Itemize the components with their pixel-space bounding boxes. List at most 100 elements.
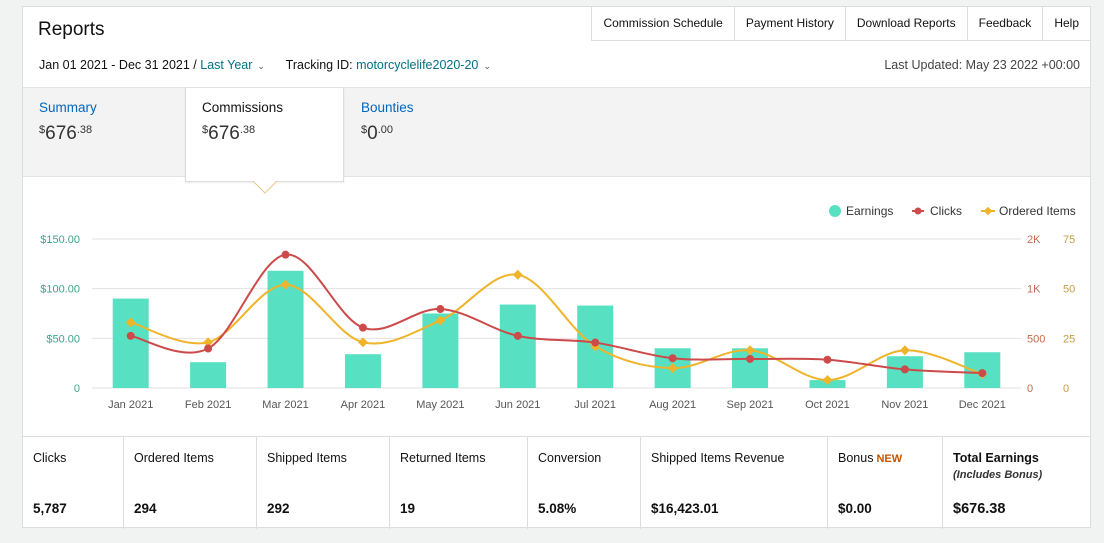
legend-clicks-icon bbox=[914, 207, 922, 215]
stat-ordered-items: Ordered Items 294 bbox=[124, 437, 257, 529]
clicks-point bbox=[126, 331, 135, 340]
legend-earnings-label: Earnings bbox=[846, 204, 893, 218]
tab-summary-amount: $676.38 bbox=[39, 123, 93, 144]
x-tick-label: Feb 2021 bbox=[185, 399, 231, 411]
x-tick-label: Jun 2021 bbox=[495, 399, 540, 411]
tab-pointer-icon bbox=[252, 180, 278, 194]
stat-shipped-revenue: Shipped Items Revenue $16,423.01 bbox=[641, 437, 828, 529]
stat-shipped-items: Shipped Items 292 bbox=[257, 437, 390, 529]
y-left-tick-label: $150.00 bbox=[40, 234, 80, 246]
y-left-tick-label: $50.00 bbox=[46, 333, 80, 345]
tab-bounties-label: Bounties bbox=[361, 100, 414, 115]
clicks-point bbox=[823, 355, 832, 364]
stat-bonus: Bonus NEW $0.00 bbox=[828, 437, 943, 529]
x-tick-label: Sep 2021 bbox=[726, 399, 773, 411]
stat-clicks: Clicks 5,787 bbox=[23, 437, 124, 529]
ordered-items-point bbox=[203, 337, 214, 348]
clicks-point bbox=[436, 305, 445, 314]
tab-bounties[interactable]: Bounties $0.00 bbox=[345, 88, 505, 178]
clicks-point bbox=[204, 344, 213, 353]
x-tick-label: Nov 2021 bbox=[881, 399, 928, 411]
stat-returned-items: Returned Items 19 bbox=[390, 437, 528, 529]
tab-summary[interactable]: Summary $676.38 bbox=[23, 88, 185, 178]
reports-card: Reports Commission Schedule Payment Hist… bbox=[22, 6, 1091, 529]
stat-returned-items-label: Returned Items bbox=[400, 451, 486, 465]
x-tick-label: May 2021 bbox=[416, 399, 464, 411]
legend-ordered-icon bbox=[983, 206, 993, 216]
feedback-button[interactable]: Feedback bbox=[966, 7, 1043, 41]
x-tick-label: Jan 2021 bbox=[108, 399, 153, 411]
earnings-bar bbox=[267, 270, 304, 388]
stat-clicks-value: 5,787 bbox=[33, 501, 67, 516]
period-label: Last Year bbox=[200, 58, 253, 72]
clicks-point bbox=[513, 331, 522, 340]
stat-total-earnings-label: Total Earnings bbox=[953, 451, 1039, 465]
stat-ordered-items-value: 294 bbox=[134, 501, 157, 516]
y-right-clicks-tick-label: 2K bbox=[1027, 234, 1041, 246]
clicks-point bbox=[591, 338, 600, 347]
y-right-ordered-tick-label: 50 bbox=[1063, 284, 1075, 296]
ordered-items-point bbox=[822, 375, 833, 386]
stat-clicks-label: Clicks bbox=[33, 451, 67, 465]
clicks-point bbox=[668, 354, 677, 363]
legend-ordered-label: Ordered Items bbox=[999, 204, 1076, 218]
stat-total-earnings: Total Earnings (Includes Bonus) $676.38 bbox=[943, 437, 1090, 529]
payment-history-button[interactable]: Payment History bbox=[733, 7, 845, 41]
earnings-chart: 0 $50.00 $100.00 $150.00 0 500 1K 2K 0 25 50 75 Jan … bbox=[40, 180, 1076, 411]
y-left-tick-label: $100.00 bbox=[40, 284, 80, 296]
stat-conversion-label: Conversion bbox=[538, 451, 602, 465]
x-tick-label: Oct 2021 bbox=[805, 399, 850, 411]
tab-commissions[interactable]: Commissions $676.38 bbox=[185, 88, 344, 182]
y-right-ordered-tick-label: 25 bbox=[1063, 333, 1075, 345]
legend-clicks-label: Clicks bbox=[930, 204, 962, 218]
last-updated: Last Updated: May 23 2022 +00:00 bbox=[884, 58, 1080, 72]
tab-bounties-amount: $0.00 bbox=[361, 123, 393, 144]
tracking-id-dropdown[interactable]: motorcyclelife2020-20 ⌄ bbox=[356, 58, 491, 72]
legend-earnings-icon bbox=[829, 205, 841, 217]
new-badge: NEW bbox=[876, 453, 903, 465]
ordered-items-line bbox=[130, 273, 983, 382]
date-range: Jan 01 2021 - Dec 31 2021 / bbox=[39, 58, 197, 72]
ordered-items-point bbox=[512, 269, 523, 280]
y-left-tick-label: 0 bbox=[74, 383, 80, 395]
y-right-ordered-tick-label: 0 bbox=[1063, 383, 1069, 395]
chevron-down-icon: ⌄ bbox=[483, 61, 491, 71]
earnings-bar bbox=[344, 354, 381, 388]
commission-schedule-button[interactable]: Commission Schedule bbox=[591, 7, 734, 41]
y-right-clicks-tick-label: 1K bbox=[1027, 284, 1041, 296]
earnings-bar bbox=[190, 362, 227, 388]
stat-conversion-value: 5.08% bbox=[538, 501, 577, 516]
stats-bar: Clicks 5,787 Ordered Items 294 Shipped I… bbox=[23, 436, 1090, 529]
x-tick-label: Dec 2021 bbox=[959, 399, 1006, 411]
stat-bonus-value: $0.00 bbox=[838, 501, 872, 516]
clicks-point bbox=[900, 365, 909, 374]
ordered-items-point bbox=[358, 337, 368, 348]
earnings-bar bbox=[499, 304, 536, 388]
help-button[interactable]: Help bbox=[1042, 7, 1090, 41]
stat-total-earnings-value: $676.38 bbox=[953, 501, 1006, 517]
stat-shipped-revenue-value: $16,423.01 bbox=[651, 501, 719, 516]
chevron-down-icon: ⌄ bbox=[257, 61, 265, 71]
y-right-clicks-tick-label: 0 bbox=[1027, 383, 1033, 395]
filter-bar: Jan 01 2021 - Dec 31 2021 / Last Year ⌄ T… bbox=[39, 58, 491, 72]
tab-commissions-amount: $676.38 bbox=[202, 123, 256, 144]
tracking-label: Tracking ID: bbox=[285, 58, 353, 72]
period-dropdown[interactable]: Last Year ⌄ bbox=[200, 58, 265, 72]
x-tick-label: Jul 2021 bbox=[574, 399, 616, 411]
x-tick-label: Apr 2021 bbox=[341, 399, 386, 411]
report-tabs: Summary $676.38 Commissions $676.38 Boun… bbox=[23, 87, 1090, 182]
clicks-line bbox=[130, 253, 983, 375]
download-reports-button[interactable]: Download Reports bbox=[844, 7, 967, 41]
clicks-point bbox=[281, 250, 290, 259]
x-tick-label: Mar 2021 bbox=[262, 399, 308, 411]
stat-ordered-items-label: Ordered Items bbox=[134, 451, 214, 465]
clicks-point bbox=[978, 369, 987, 378]
ordered-items-point bbox=[745, 345, 755, 356]
page-title: Reports bbox=[38, 19, 105, 40]
x-tick-label: Aug 2021 bbox=[649, 399, 696, 411]
stat-total-earnings-sub: (Includes Bonus) bbox=[953, 469, 1043, 481]
y-right-clicks-tick-label: 500 bbox=[1027, 333, 1045, 345]
stat-shipped-revenue-label: Shipped Items Revenue bbox=[651, 451, 785, 465]
tracking-id-value: motorcyclelife2020-20 bbox=[356, 58, 479, 72]
stat-returned-items-value: 19 bbox=[400, 501, 416, 516]
